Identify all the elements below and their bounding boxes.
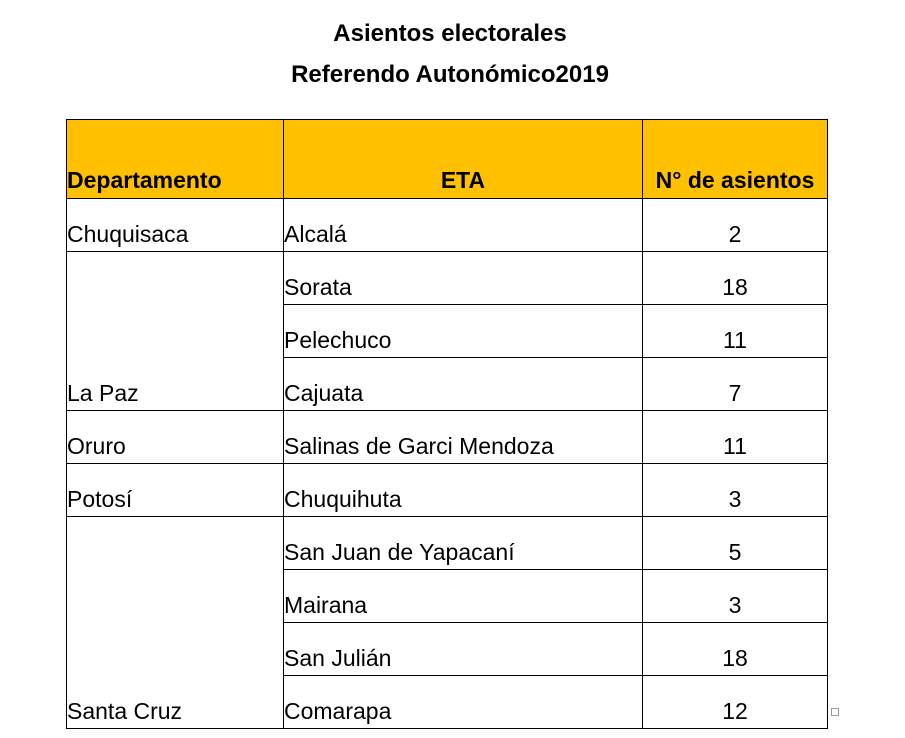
table-header-row: Departamento ETA N° de asientos [66, 119, 828, 199]
seats-cell: 11 [642, 304, 828, 358]
header-department: Departamento [66, 119, 284, 199]
table-row: Cajuata 7 [67, 357, 828, 411]
eta-cell: Salinas de Garci Mendoza [283, 410, 643, 464]
table-row: La Paz Sorata 18 [66, 251, 828, 411]
eta-cell: Pelechuco [283, 304, 643, 358]
department-cell: Oruro [66, 410, 284, 464]
seats-cell: 18 [642, 251, 828, 305]
seats-cell: 18 [642, 622, 828, 676]
electoral-seats-table: Departamento ETA N° de asientos Chuquisa… [66, 119, 828, 729]
eta-cell: Mairana [283, 569, 643, 623]
department-cell: Potosí [66, 463, 284, 517]
seats-cell: 11 [642, 410, 828, 464]
table-resize-handle[interactable] [831, 708, 839, 716]
header-seats: N° de asientos [642, 119, 828, 199]
table-row: Mairana 3 [67, 569, 828, 623]
eta-cell: San Juan de Yapacaní [283, 516, 643, 570]
seats-cell: 5 [642, 516, 828, 570]
document-title: Asientos electorales [333, 20, 567, 47]
header-eta: ETA [283, 119, 643, 199]
eta-cell: Sorata [283, 251, 643, 305]
seats-cell: 12 [642, 675, 828, 729]
table-row: Pelechuco 11 [67, 304, 828, 358]
eta-cell: Alcalá [283, 198, 643, 252]
department-cell: La Paz [66, 251, 284, 411]
table-row: Comarapa 12 [67, 675, 828, 729]
seats-cell: 2 [642, 198, 828, 252]
seats-cell: 3 [642, 463, 828, 517]
seats-cell: 3 [642, 569, 828, 623]
table-row: Oruro Salinas de Garci Mendoza 11 [66, 410, 828, 464]
department-cell: Chuquisaca [66, 198, 284, 252]
seats-cell: 7 [642, 357, 828, 411]
table-row: Santa Cruz San Juan de Yapacaní 5 [66, 516, 828, 729]
document-subtitle: Referendo Autonómico2019 [291, 61, 609, 88]
department-cell: Santa Cruz [66, 516, 284, 729]
eta-cell: San Julián [283, 622, 643, 676]
eta-cell: Cajuata [283, 357, 643, 411]
table-row: Potosí Chuquihuta 3 [66, 463, 828, 517]
eta-cell: Comarapa [283, 675, 643, 729]
table-row: Chuquisaca Alcalá 2 [66, 198, 828, 252]
eta-cell: Chuquihuta [283, 463, 643, 517]
